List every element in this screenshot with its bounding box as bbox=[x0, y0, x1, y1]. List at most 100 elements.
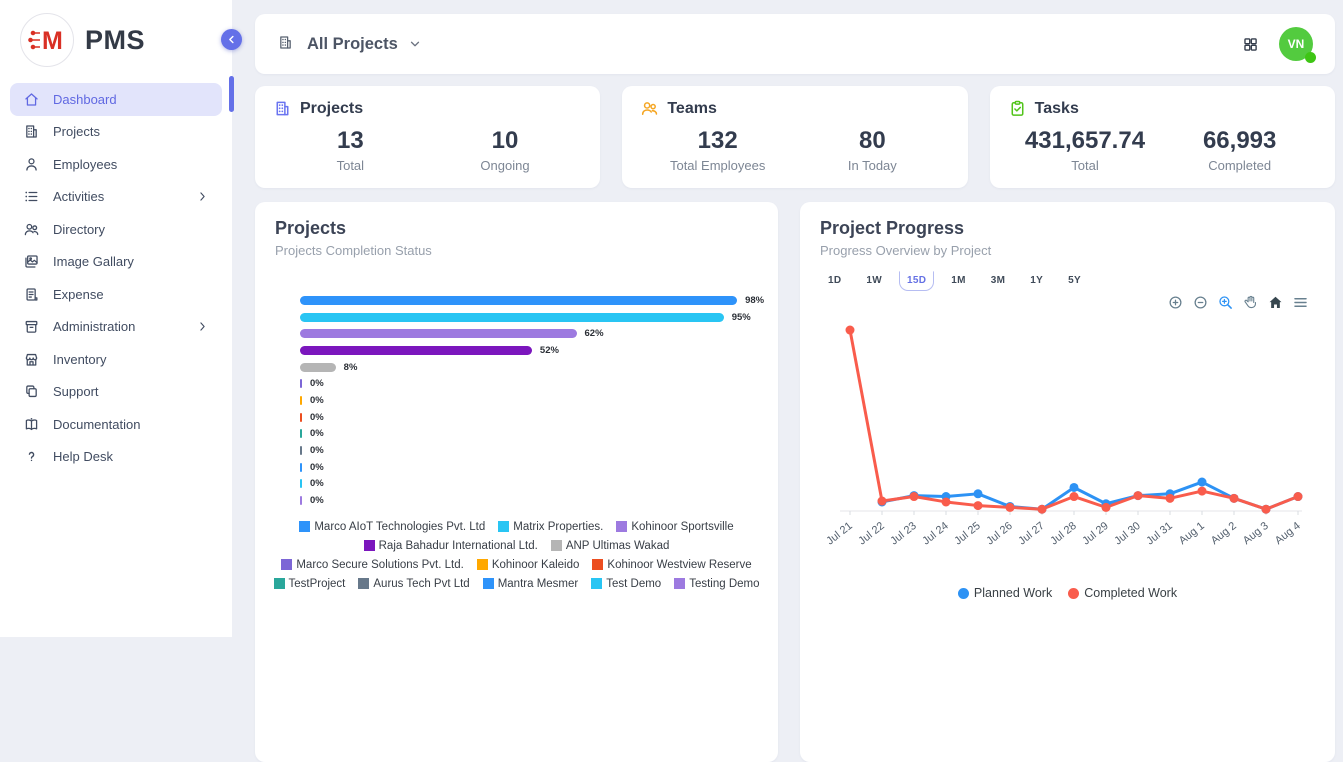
sidebar-collapse-button[interactable] bbox=[221, 29, 242, 50]
menu-icon[interactable] bbox=[1292, 294, 1309, 311]
building-icon bbox=[277, 34, 297, 54]
legend-item[interactable]: Test Demo bbox=[591, 578, 661, 590]
bar[interactable] bbox=[300, 462, 302, 472]
zoom-in-icon[interactable] bbox=[1167, 294, 1184, 311]
data-point[interactable] bbox=[909, 492, 919, 502]
legend-item[interactable]: Aurus Tech Pvt Ltd bbox=[358, 578, 470, 590]
home-icon[interactable] bbox=[1267, 294, 1284, 311]
data-point[interactable] bbox=[1069, 492, 1079, 502]
legend-swatch bbox=[550, 540, 562, 552]
selection-zoom-icon[interactable] bbox=[1217, 294, 1234, 311]
legend-item[interactable]: Kohinoor Kaleido bbox=[476, 559, 579, 571]
stat-title: Projects bbox=[300, 99, 364, 117]
data-point[interactable] bbox=[1069, 482, 1079, 492]
metric: 66,993 Completed bbox=[1202, 127, 1277, 173]
bar-value-label: 0% bbox=[310, 394, 324, 406]
bar-row: 98% bbox=[300, 292, 764, 309]
bar[interactable] bbox=[300, 362, 336, 372]
building-icon bbox=[273, 99, 292, 118]
legend-item[interactable]: Mantra Mesmer bbox=[482, 578, 578, 590]
bar[interactable] bbox=[300, 496, 302, 506]
range-button-3m[interactable]: 3M bbox=[990, 275, 1006, 286]
bar[interactable] bbox=[300, 429, 302, 439]
legend-item[interactable]: Completed Work bbox=[1068, 586, 1177, 600]
data-point[interactable] bbox=[1293, 492, 1303, 502]
range-button-5y[interactable]: 5Y bbox=[1068, 275, 1081, 286]
data-point[interactable] bbox=[973, 489, 983, 499]
bar[interactable] bbox=[300, 295, 738, 305]
chart-toolbar bbox=[820, 294, 1315, 311]
archive-icon bbox=[23, 318, 40, 335]
sidebar-item-support[interactable]: Support bbox=[10, 376, 222, 409]
legend-item[interactable]: TestProject bbox=[273, 578, 345, 590]
bar[interactable] bbox=[300, 329, 577, 339]
range-button-1w[interactable]: 1W bbox=[866, 275, 882, 286]
legend-item[interactable]: Planned Work bbox=[957, 586, 1052, 600]
people-icon bbox=[640, 99, 659, 118]
main-content: All Projects VN bbox=[232, 0, 1343, 762]
data-point[interactable] bbox=[1261, 504, 1271, 514]
sidebar-item-expense[interactable]: Expense bbox=[10, 278, 222, 311]
sidebar-item-dashboard[interactable]: Dashboard bbox=[10, 83, 222, 116]
bar-value-label: 0% bbox=[310, 495, 324, 507]
data-point[interactable] bbox=[1197, 486, 1207, 496]
data-point[interactable] bbox=[1005, 502, 1015, 512]
bar-row: 95% bbox=[300, 309, 758, 326]
receipt-icon bbox=[23, 286, 40, 303]
data-point[interactable] bbox=[1197, 477, 1207, 487]
user-avatar[interactable]: VN bbox=[1279, 27, 1316, 63]
sidebar-item-label: Employees bbox=[53, 156, 118, 172]
sidebar-item-image-gallary[interactable]: Image Gallary bbox=[10, 246, 222, 279]
bar-row: 0% bbox=[300, 476, 758, 493]
data-point[interactable] bbox=[1229, 493, 1239, 503]
legend-item[interactable]: Kohinoor Sportsville bbox=[616, 521, 734, 533]
legend-item[interactable]: Marco AIoT Technologies Pvt. Ltd bbox=[299, 521, 485, 533]
bar[interactable] bbox=[300, 479, 302, 489]
pan-icon[interactable] bbox=[1242, 294, 1259, 311]
legend-item[interactable]: ANP Ultimas Wakad bbox=[550, 540, 669, 552]
data-point[interactable] bbox=[941, 497, 951, 507]
bar-row: 8% bbox=[300, 359, 758, 376]
zoom-out-icon[interactable] bbox=[1192, 294, 1209, 311]
legend-item[interactable]: Raja Bahadur International Ltd. bbox=[363, 540, 538, 552]
sidebar-item-label: Directory bbox=[53, 221, 106, 237]
range-button-1d[interactable]: 1D bbox=[828, 275, 842, 286]
project-filter-dropdown[interactable]: All Projects bbox=[277, 34, 422, 54]
legend-item[interactable]: Testing Demo bbox=[674, 578, 760, 590]
bar[interactable] bbox=[300, 312, 724, 322]
range-button-1m[interactable]: 1M bbox=[951, 275, 966, 286]
data-point[interactable] bbox=[1101, 502, 1111, 512]
legend-item[interactable]: Marco Secure Solutions Pvt. Ltd. bbox=[281, 559, 464, 571]
data-point[interactable] bbox=[1165, 493, 1175, 503]
sidebar-item-directory[interactable]: Directory bbox=[10, 213, 222, 246]
status-dot bbox=[1305, 52, 1316, 63]
data-point[interactable] bbox=[1037, 504, 1047, 514]
legend-item[interactable]: Kohinoor Westview Reserve bbox=[592, 559, 752, 571]
sidebar-item-projects[interactable]: Projects bbox=[10, 116, 222, 149]
legend-swatch bbox=[273, 578, 285, 590]
sidebar-item-documentation[interactable]: Documentation bbox=[10, 408, 222, 441]
sidebar-item-employees[interactable]: Employees bbox=[10, 148, 222, 181]
range-button-1y[interactable]: 1Y bbox=[1030, 275, 1044, 286]
x-axis-label: Jul 23 bbox=[888, 520, 919, 548]
sidebar-item-administration[interactable]: Administration bbox=[10, 311, 222, 344]
data-point[interactable] bbox=[1133, 491, 1143, 501]
bar[interactable] bbox=[300, 379, 302, 389]
bar[interactable] bbox=[300, 345, 532, 355]
bar[interactable] bbox=[300, 412, 302, 422]
apps-grid-icon[interactable] bbox=[1242, 36, 1259, 53]
user-initials: VN bbox=[1287, 37, 1305, 51]
bar[interactable] bbox=[300, 446, 302, 456]
sidebar-item-help-desk[interactable]: Help Desk bbox=[10, 441, 222, 474]
sidebar-item-inventory[interactable]: Inventory bbox=[10, 343, 222, 376]
sidebar-scrollbar-thumb[interactable] bbox=[229, 76, 234, 112]
data-point[interactable] bbox=[877, 496, 887, 506]
data-point[interactable] bbox=[845, 325, 855, 335]
bar[interactable] bbox=[300, 395, 302, 405]
image-icon bbox=[23, 253, 40, 270]
bar-chart-legend: Marco AIoT Technologies Pvt. Ltd Matrix P… bbox=[273, 521, 760, 590]
legend-item[interactable]: Matrix Properties. bbox=[498, 521, 603, 533]
range-button-15d[interactable]: 15D bbox=[899, 271, 935, 291]
data-point[interactable] bbox=[973, 501, 983, 511]
sidebar-item-activities[interactable]: Activities bbox=[10, 181, 222, 214]
